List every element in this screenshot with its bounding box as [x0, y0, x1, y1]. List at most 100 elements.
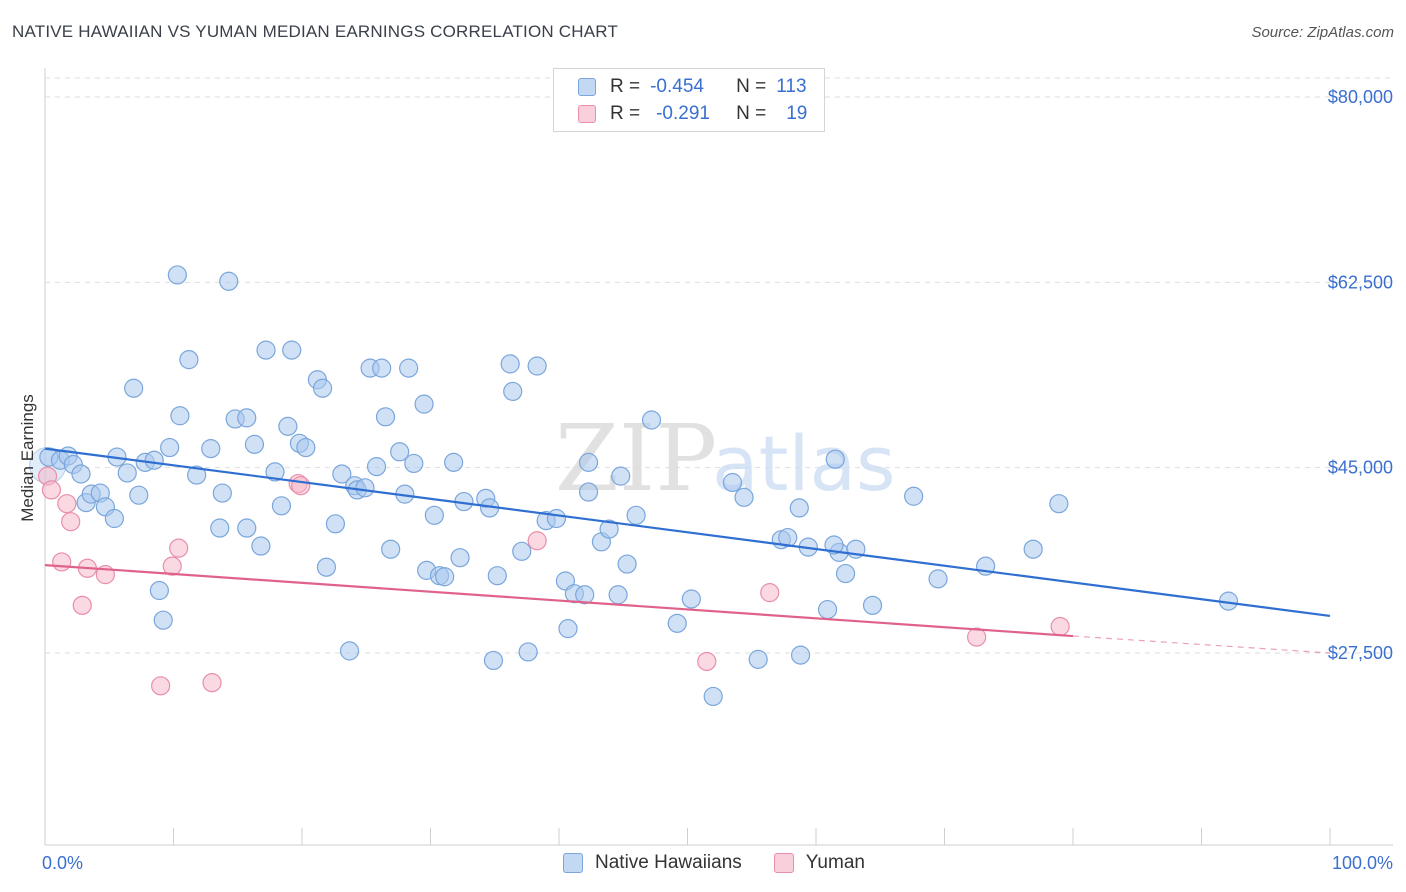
trend-lines	[44, 447, 1331, 654]
data-point	[578, 482, 599, 502]
data-point	[212, 483, 232, 503]
data-point	[372, 358, 392, 378]
legend-item-yuman: Yuman	[773, 852, 865, 874]
data-point	[153, 610, 173, 630]
legend-item-native-hawaiians: Native Hawaiians	[563, 852, 742, 874]
data-point	[162, 556, 182, 576]
legend-n-label: N =	[736, 76, 767, 97]
data-point	[575, 585, 595, 605]
data-point	[1050, 616, 1070, 637]
legend-swatch-pink	[773, 853, 794, 873]
data-point	[41, 480, 62, 500]
data-point	[835, 563, 856, 584]
series-native-hawaiians	[29, 265, 1239, 707]
data-point	[151, 676, 171, 696]
legend-swatch-blue	[563, 853, 583, 873]
data-point	[527, 531, 547, 551]
data-point	[617, 554, 637, 574]
data-point	[399, 358, 419, 378]
x-tick-label: 0.0%	[42, 853, 83, 873]
data-point	[366, 457, 387, 477]
data-point	[450, 548, 470, 568]
source-label: Source: ZipAtlas.com	[1251, 24, 1394, 41]
chart-title: NATIVE HAWAIIAN VS YUMAN MEDIAN EARNINGS…	[12, 22, 619, 41]
stats-legend: R = -0.454 N = 113 R = -0.291 N = 19	[553, 68, 825, 132]
data-point	[179, 350, 199, 370]
data-point	[129, 485, 149, 505]
data-point	[681, 589, 701, 609]
data-point	[282, 340, 302, 360]
data-point	[265, 462, 285, 482]
data-point	[339, 641, 360, 661]
data-point	[424, 505, 444, 525]
data-point	[904, 486, 924, 506]
data-point	[124, 378, 144, 398]
legend-label-native-hawaiians: Native Hawaiians	[595, 852, 742, 873]
data-point	[375, 407, 396, 427]
data-point	[278, 416, 298, 436]
data-point	[71, 464, 91, 484]
data-point	[251, 536, 271, 556]
data-point	[518, 642, 538, 662]
data-point	[697, 651, 717, 672]
data-point	[210, 518, 230, 538]
data-point	[332, 464, 352, 484]
data-point	[824, 535, 844, 555]
data-point	[760, 583, 780, 603]
data-point	[667, 613, 687, 633]
data-point	[558, 619, 578, 639]
legend-label-yuman: Yuman	[805, 852, 865, 873]
data-point	[608, 585, 628, 605]
trend-line-native-hawaiians	[44, 447, 1331, 618]
data-point	[414, 394, 434, 414]
data-point	[325, 514, 346, 534]
y-axis-label: Median Earnings	[18, 394, 37, 522]
data-point	[291, 476, 311, 496]
data-point	[527, 356, 547, 376]
legend-n-value: 19	[786, 103, 808, 124]
legend-n-value: 113	[776, 76, 807, 97]
data-point	[1023, 539, 1043, 559]
legend-n-label: N =	[736, 103, 767, 124]
data-point	[296, 437, 316, 458]
data-point	[748, 649, 768, 669]
data-point	[312, 378, 333, 398]
data-point	[546, 508, 567, 529]
watermark-zip: ZIP	[555, 405, 717, 512]
data-point	[862, 595, 883, 615]
data-point	[1049, 494, 1069, 514]
legend-swatch-blue	[578, 78, 596, 96]
data-point	[790, 645, 811, 665]
data-point	[244, 434, 265, 454]
data-point	[316, 557, 337, 577]
data-point	[104, 508, 124, 529]
data-point	[641, 410, 662, 430]
data-point	[404, 453, 424, 474]
x-tick-label: 100.0%	[1332, 853, 1393, 873]
data-point	[256, 340, 276, 360]
legend-row-native-hawaiians: R = -0.454 N = 113	[578, 74, 807, 100]
data-point	[825, 449, 845, 469]
data-point	[169, 538, 189, 558]
legend-swatch-pink	[578, 105, 596, 123]
y-tick-label: $80,000	[1328, 87, 1393, 107]
data-point	[734, 487, 754, 507]
data-point	[61, 512, 81, 532]
data-point	[117, 463, 137, 483]
legend-row-yuman: R = -0.291 N = 19	[578, 101, 807, 127]
data-point	[72, 595, 92, 615]
y-tick-label: $62,500	[1328, 272, 1393, 292]
trend-line-yuman	[44, 564, 1074, 638]
series-legend: Native Hawaiians Yuman	[563, 852, 897, 874]
data-point	[187, 465, 207, 485]
data-point	[789, 498, 809, 518]
legend-r-value: -0.454	[650, 76, 704, 97]
y-tick-label: $27,500	[1328, 643, 1393, 663]
data-point	[578, 452, 599, 472]
data-point	[512, 541, 532, 561]
data-point	[611, 466, 631, 486]
data-point	[967, 627, 987, 647]
tick-labels: $27,500 $45,000 $62,500 $80,000 0.0% 100.0%	[42, 87, 1393, 873]
legend-r-value: -0.291	[656, 103, 710, 124]
data-point	[817, 599, 838, 620]
